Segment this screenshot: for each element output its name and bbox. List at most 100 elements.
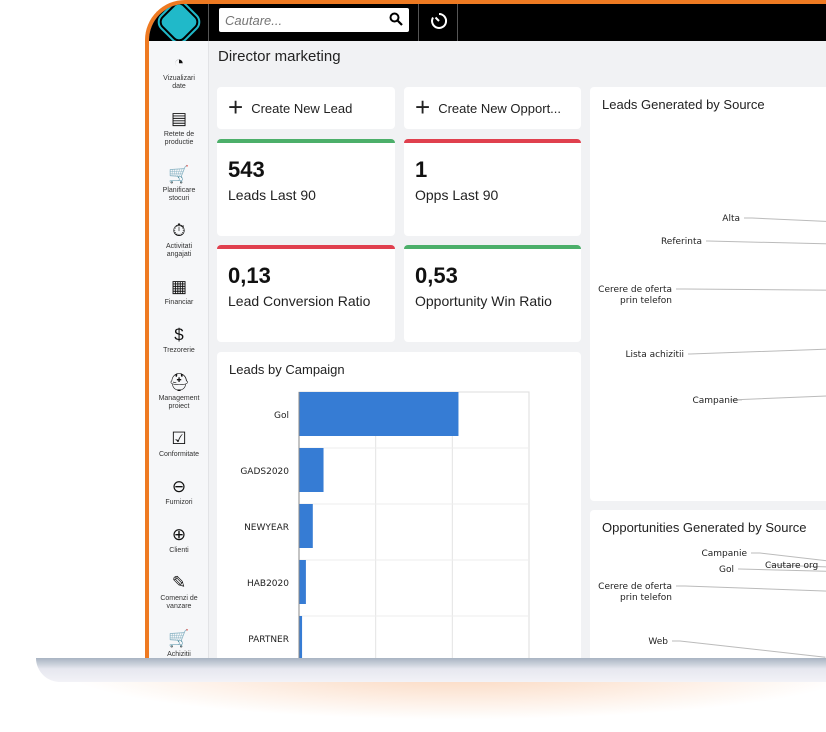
kpi-label: Opportunity Win Ratio [415, 293, 552, 309]
sidebar-icon: 🛒 [168, 165, 190, 184]
sidebar-item-label: Activitati [165, 243, 193, 250]
sidebar-icon: ✎ [171, 573, 187, 592]
label-connector [676, 288, 826, 291]
sidebar-icon: 🛒 [168, 629, 190, 648]
sidebar-item-label: date [172, 83, 186, 90]
sidebar-item[interactable]: ⛑ Management proiect [149, 373, 209, 411]
kpi-card-leads[interactable]: 543 Leads Last 90 [217, 139, 395, 236]
kpi-label: Opps Last 90 [415, 187, 499, 203]
slice-label: Campanie [701, 549, 747, 559]
top-bar [149, 4, 826, 45]
timer-icon[interactable] [430, 12, 448, 30]
slice-label: Campanie [692, 396, 738, 406]
chart-title: Opportunities Generated by Source [602, 520, 807, 535]
kpi-value: 0,13 [228, 263, 271, 288]
category-label: NEWYEAR [244, 523, 289, 533]
sidebar-item[interactable]: ⏱ Activitati angajati [149, 221, 209, 259]
bar [299, 392, 459, 436]
chart-title: Leads Generated by Source [602, 97, 765, 112]
sidebar-item-label: Planificare [162, 187, 196, 194]
label-connector [744, 217, 826, 222]
sidebar-item-label: vanzare [166, 603, 192, 610]
donut-chart: Campanie Lista achizitii Cerere de oferta p… [598, 214, 826, 406]
category-label: GADS2020 [240, 467, 289, 477]
kpi-card-opps[interactable]: 1 Opps Last 90 [404, 139, 581, 236]
label-connector [738, 568, 826, 572]
label-connector [751, 552, 826, 562]
laptop-base [36, 658, 826, 682]
create-new-lead-button[interactable]: + Create New Lead [217, 87, 395, 129]
sidebar-item[interactable]: ⊕ Clienti [149, 525, 209, 555]
sidebar-item-label: angajati [166, 251, 192, 258]
search-input[interactable] [219, 8, 379, 32]
plus-icon: + [415, 92, 431, 122]
label-connector [676, 585, 826, 592]
kpi-card-lead-conversion[interactable]: 0,13 Lead Conversion Ratio [217, 245, 395, 342]
slice-label: Alta [722, 214, 740, 224]
category-label: PARTNER [248, 635, 289, 645]
sidebar-icon: ◔ [173, 53, 185, 72]
sidebar-item-label: productie [164, 139, 194, 146]
button-label: Create New Opport... [438, 100, 562, 116]
bar [299, 448, 324, 492]
opps-by-source-card: Opportunities Generated by Source Web Cer… [590, 510, 826, 658]
bar [299, 504, 313, 548]
leads-by-source-card: Leads Generated by Source Campanie Lista … [590, 87, 826, 501]
slice-label: Cerere de oferta prin telefon [598, 582, 672, 603]
sidebar-icon: ▦ [170, 277, 188, 296]
slice-label: Cautare org [765, 561, 818, 571]
slice-label: Cerere de oferta prin telefon [598, 285, 672, 306]
sidebar-item-label: Clienti [169, 547, 189, 554]
sidebar-item-label: proiect [168, 403, 190, 410]
kpi-card-opp-win[interactable]: 0,53 Opportunity Win Ratio [404, 245, 581, 342]
search-icon[interactable] [389, 12, 403, 26]
divider [457, 4, 458, 41]
kpi-label: Lead Conversion Ratio [228, 293, 371, 309]
leads-by-campaign-card: Leads by Campaign Gol GADS2020 NEWYEAR HAB2… [217, 352, 581, 658]
divider [418, 4, 419, 41]
sidebar-item[interactable]: 🛒 Achizitii [149, 629, 209, 658]
sidebar-item-label: Trezorerie [163, 347, 195, 354]
create-new-opportunity-button[interactable]: + Create New Opport... [404, 87, 581, 129]
label-connector [706, 240, 826, 245]
slice-label: Lista achizitii [625, 350, 684, 360]
chart-title: Leads by Campaign [229, 362, 345, 377]
sidebar-item-label: Retete de [163, 131, 195, 138]
logo[interactable] [156, 4, 202, 45]
sidebar-icon: ⛑ [168, 373, 190, 392]
sidebar-item[interactable]: ⊖ Furnizori [149, 477, 209, 507]
sidebar-item-label: Comenzi de [160, 595, 198, 602]
category-label: Gol [274, 411, 289, 421]
category-label: HAB2020 [247, 579, 289, 589]
label-connector [729, 395, 826, 401]
slice-label: Gol [719, 565, 734, 575]
sidebar: ◔ Vizualizari date ▤ Retete de productie 🛒 Plan… [149, 41, 209, 658]
page-title: Director marketing [218, 48, 341, 65]
slice-label: Referinta [661, 237, 702, 247]
sidebar-icon: $ [174, 325, 184, 344]
label-connector [688, 348, 826, 355]
sidebar-item[interactable]: ▦ Financiar [149, 277, 209, 307]
sidebar-item[interactable]: ✎ Comenzi de vanzare [149, 573, 209, 611]
sidebar-item[interactable]: ◔ Vizualizari date [149, 53, 209, 91]
slice-label: Web [648, 637, 668, 647]
sidebar-item-label: Vizualizari [163, 75, 195, 82]
sidebar-item[interactable]: $ Trezorerie [149, 325, 209, 355]
kpi-value: 1 [415, 157, 428, 182]
button-label: Create New Lead [251, 100, 353, 116]
divider [208, 4, 209, 41]
plus-icon: + [228, 92, 244, 122]
sidebar-icon: ⏱ [172, 221, 186, 240]
sidebar-item[interactable]: ▤ Retete de productie [149, 109, 209, 147]
sidebar-icon: ⊖ [171, 477, 187, 496]
bar-chart: Gol GADS2020 NEWYEAR HAB2020 PARTNER [240, 391, 530, 658]
kpi-value: 0,53 [415, 263, 458, 288]
sidebar-item-label: Achizitii [167, 651, 191, 658]
sidebar-item[interactable]: ☑ Conformitate [149, 429, 209, 459]
sidebar-item[interactable]: 🛒 Planificare stocuri [149, 165, 209, 203]
sidebar-icon: ▤ [170, 109, 188, 128]
search-box[interactable] [219, 8, 409, 32]
sidebar-item-label: Financiar [164, 299, 194, 306]
label-connector [769, 564, 826, 568]
